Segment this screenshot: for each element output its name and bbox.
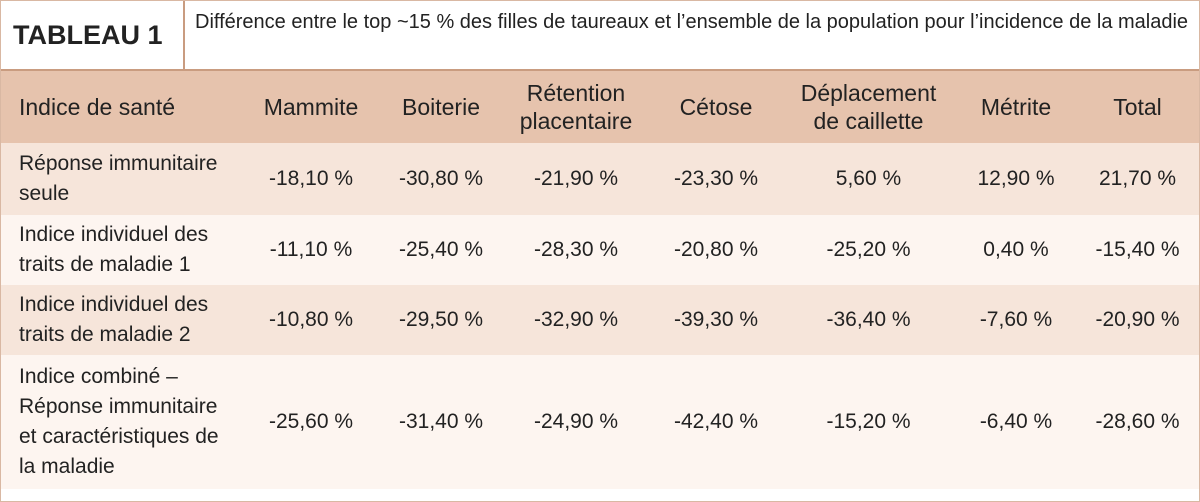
column-header: Métrite: [956, 71, 1076, 143]
column-header: Rétention placentaire: [501, 71, 651, 143]
data-table: Indice de santé Mammite Boiterie Rétention …: [1, 71, 1199, 489]
table-cell: -20,90 %: [1076, 285, 1199, 355]
table-body: Réponse immunitaire seule -18,10 % -30,80 …: [1, 143, 1199, 489]
table-cell: -28,60 %: [1076, 355, 1199, 489]
table-row: Indice individuel des traits de maladie …: [1, 215, 1199, 285]
row-header: Indice individuel des traits de maladie …: [1, 285, 241, 355]
table-cell: -15,20 %: [781, 355, 956, 489]
table-cell: -21,90 %: [501, 143, 651, 215]
table-cell: -42,40 %: [651, 355, 781, 489]
column-header: Mammite: [241, 71, 381, 143]
column-header: Déplacement de caillette: [781, 71, 956, 143]
table-cell: 12,90 %: [956, 143, 1076, 215]
column-header: Indice de santé: [1, 71, 241, 143]
table-cell: 5,60 %: [781, 143, 956, 215]
table-cell: -24,90 %: [501, 355, 651, 489]
table-cell: -6,40 %: [956, 355, 1076, 489]
table-row: Indice combiné – Réponse immunitaire et …: [1, 355, 1199, 489]
table-row: Indice individuel des traits de maladie …: [1, 285, 1199, 355]
row-header: Indice combiné – Réponse immunitaire et …: [1, 355, 241, 489]
table-cell: -31,40 %: [381, 355, 501, 489]
table-cell: -30,80 %: [381, 143, 501, 215]
table-cell: -23,30 %: [651, 143, 781, 215]
table-cell: -32,90 %: [501, 285, 651, 355]
table-cell: -25,20 %: [781, 215, 956, 285]
row-header: Indice individuel des traits de maladie …: [1, 215, 241, 285]
column-header: Cétose: [651, 71, 781, 143]
header-row: Indice de santé Mammite Boiterie Rétention …: [1, 71, 1199, 143]
table-cell: -20,80 %: [651, 215, 781, 285]
table-cell: -36,40 %: [781, 285, 956, 355]
table-cell: -39,30 %: [651, 285, 781, 355]
table-cell: -25,60 %: [241, 355, 381, 489]
table-cell: -18,10 %: [241, 143, 381, 215]
table-cell: -10,80 %: [241, 285, 381, 355]
table-cell: -28,30 %: [501, 215, 651, 285]
table-cell: -29,50 %: [381, 285, 501, 355]
table-cell: 21,70 %: [1076, 143, 1199, 215]
table-cell: -15,40 %: [1076, 215, 1199, 285]
table-cell: -7,60 %: [956, 285, 1076, 355]
table-label: TABLEAU 1: [1, 1, 185, 69]
title-bar: TABLEAU 1 Différence entre le top ~15 % …: [1, 1, 1199, 71]
column-header: Boiterie: [381, 71, 501, 143]
table-title: Différence entre le top ~15 % des filles…: [195, 11, 1189, 33]
column-header: Total: [1076, 71, 1199, 143]
table-cell: -11,10 %: [241, 215, 381, 285]
table-row: Réponse immunitaire seule -18,10 % -30,80 …: [1, 143, 1199, 215]
table-cell: -25,40 %: [381, 215, 501, 285]
row-header: Réponse immunitaire seule: [1, 143, 241, 215]
table-cell: 0,40 %: [956, 215, 1076, 285]
